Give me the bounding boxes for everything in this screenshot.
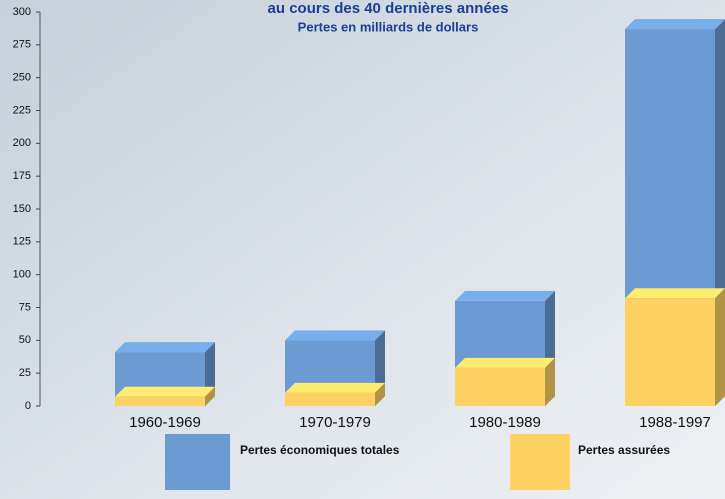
y-tick-label: 0 xyxy=(25,400,31,412)
chart-title: au cours des 40 dernières années xyxy=(268,0,509,17)
y-tick-label: 250 xyxy=(13,72,31,84)
y-tick-label: 150 xyxy=(13,203,31,215)
bar-side xyxy=(715,288,725,406)
x-tick-label: 1970-1979 xyxy=(299,414,371,431)
x-tick-label: 1988-1997 xyxy=(639,414,711,431)
y-tick-label: 225 xyxy=(13,104,31,116)
bar-side xyxy=(545,357,555,406)
bar-top xyxy=(285,382,385,393)
bar-top xyxy=(455,290,555,301)
bar-side xyxy=(375,382,385,406)
y-tick-label: 50 xyxy=(19,334,31,346)
y-tick-label: 275 xyxy=(13,39,31,51)
legend-label: Pertes économiques totales xyxy=(240,443,400,457)
bar-side xyxy=(205,386,215,406)
chart-subtitle: Pertes en milliards de dollars xyxy=(298,19,479,34)
bar xyxy=(285,392,375,406)
legend-label: Pertes assurées xyxy=(578,443,670,457)
bar xyxy=(455,367,545,406)
y-tick-label: 175 xyxy=(13,170,31,182)
bar-top xyxy=(625,19,725,30)
y-tick-label: 300 xyxy=(13,6,31,18)
bar-top xyxy=(455,357,555,368)
y-tick-label: 125 xyxy=(13,236,31,248)
bar-top xyxy=(115,342,215,353)
legend-swatch xyxy=(165,434,230,490)
bar-top xyxy=(115,386,215,397)
x-tick-label: 1980-1989 xyxy=(469,414,541,431)
y-tick-label: 75 xyxy=(19,301,31,313)
bar xyxy=(115,396,205,406)
x-tick-label: 1960-1969 xyxy=(129,414,201,431)
legend-swatch xyxy=(510,434,570,490)
bar-top xyxy=(625,288,725,299)
y-tick-label: 200 xyxy=(13,137,31,149)
bar xyxy=(625,298,715,406)
y-tick-label: 100 xyxy=(13,269,31,281)
bar-top xyxy=(285,330,385,341)
y-tick-label: 25 xyxy=(19,367,31,379)
